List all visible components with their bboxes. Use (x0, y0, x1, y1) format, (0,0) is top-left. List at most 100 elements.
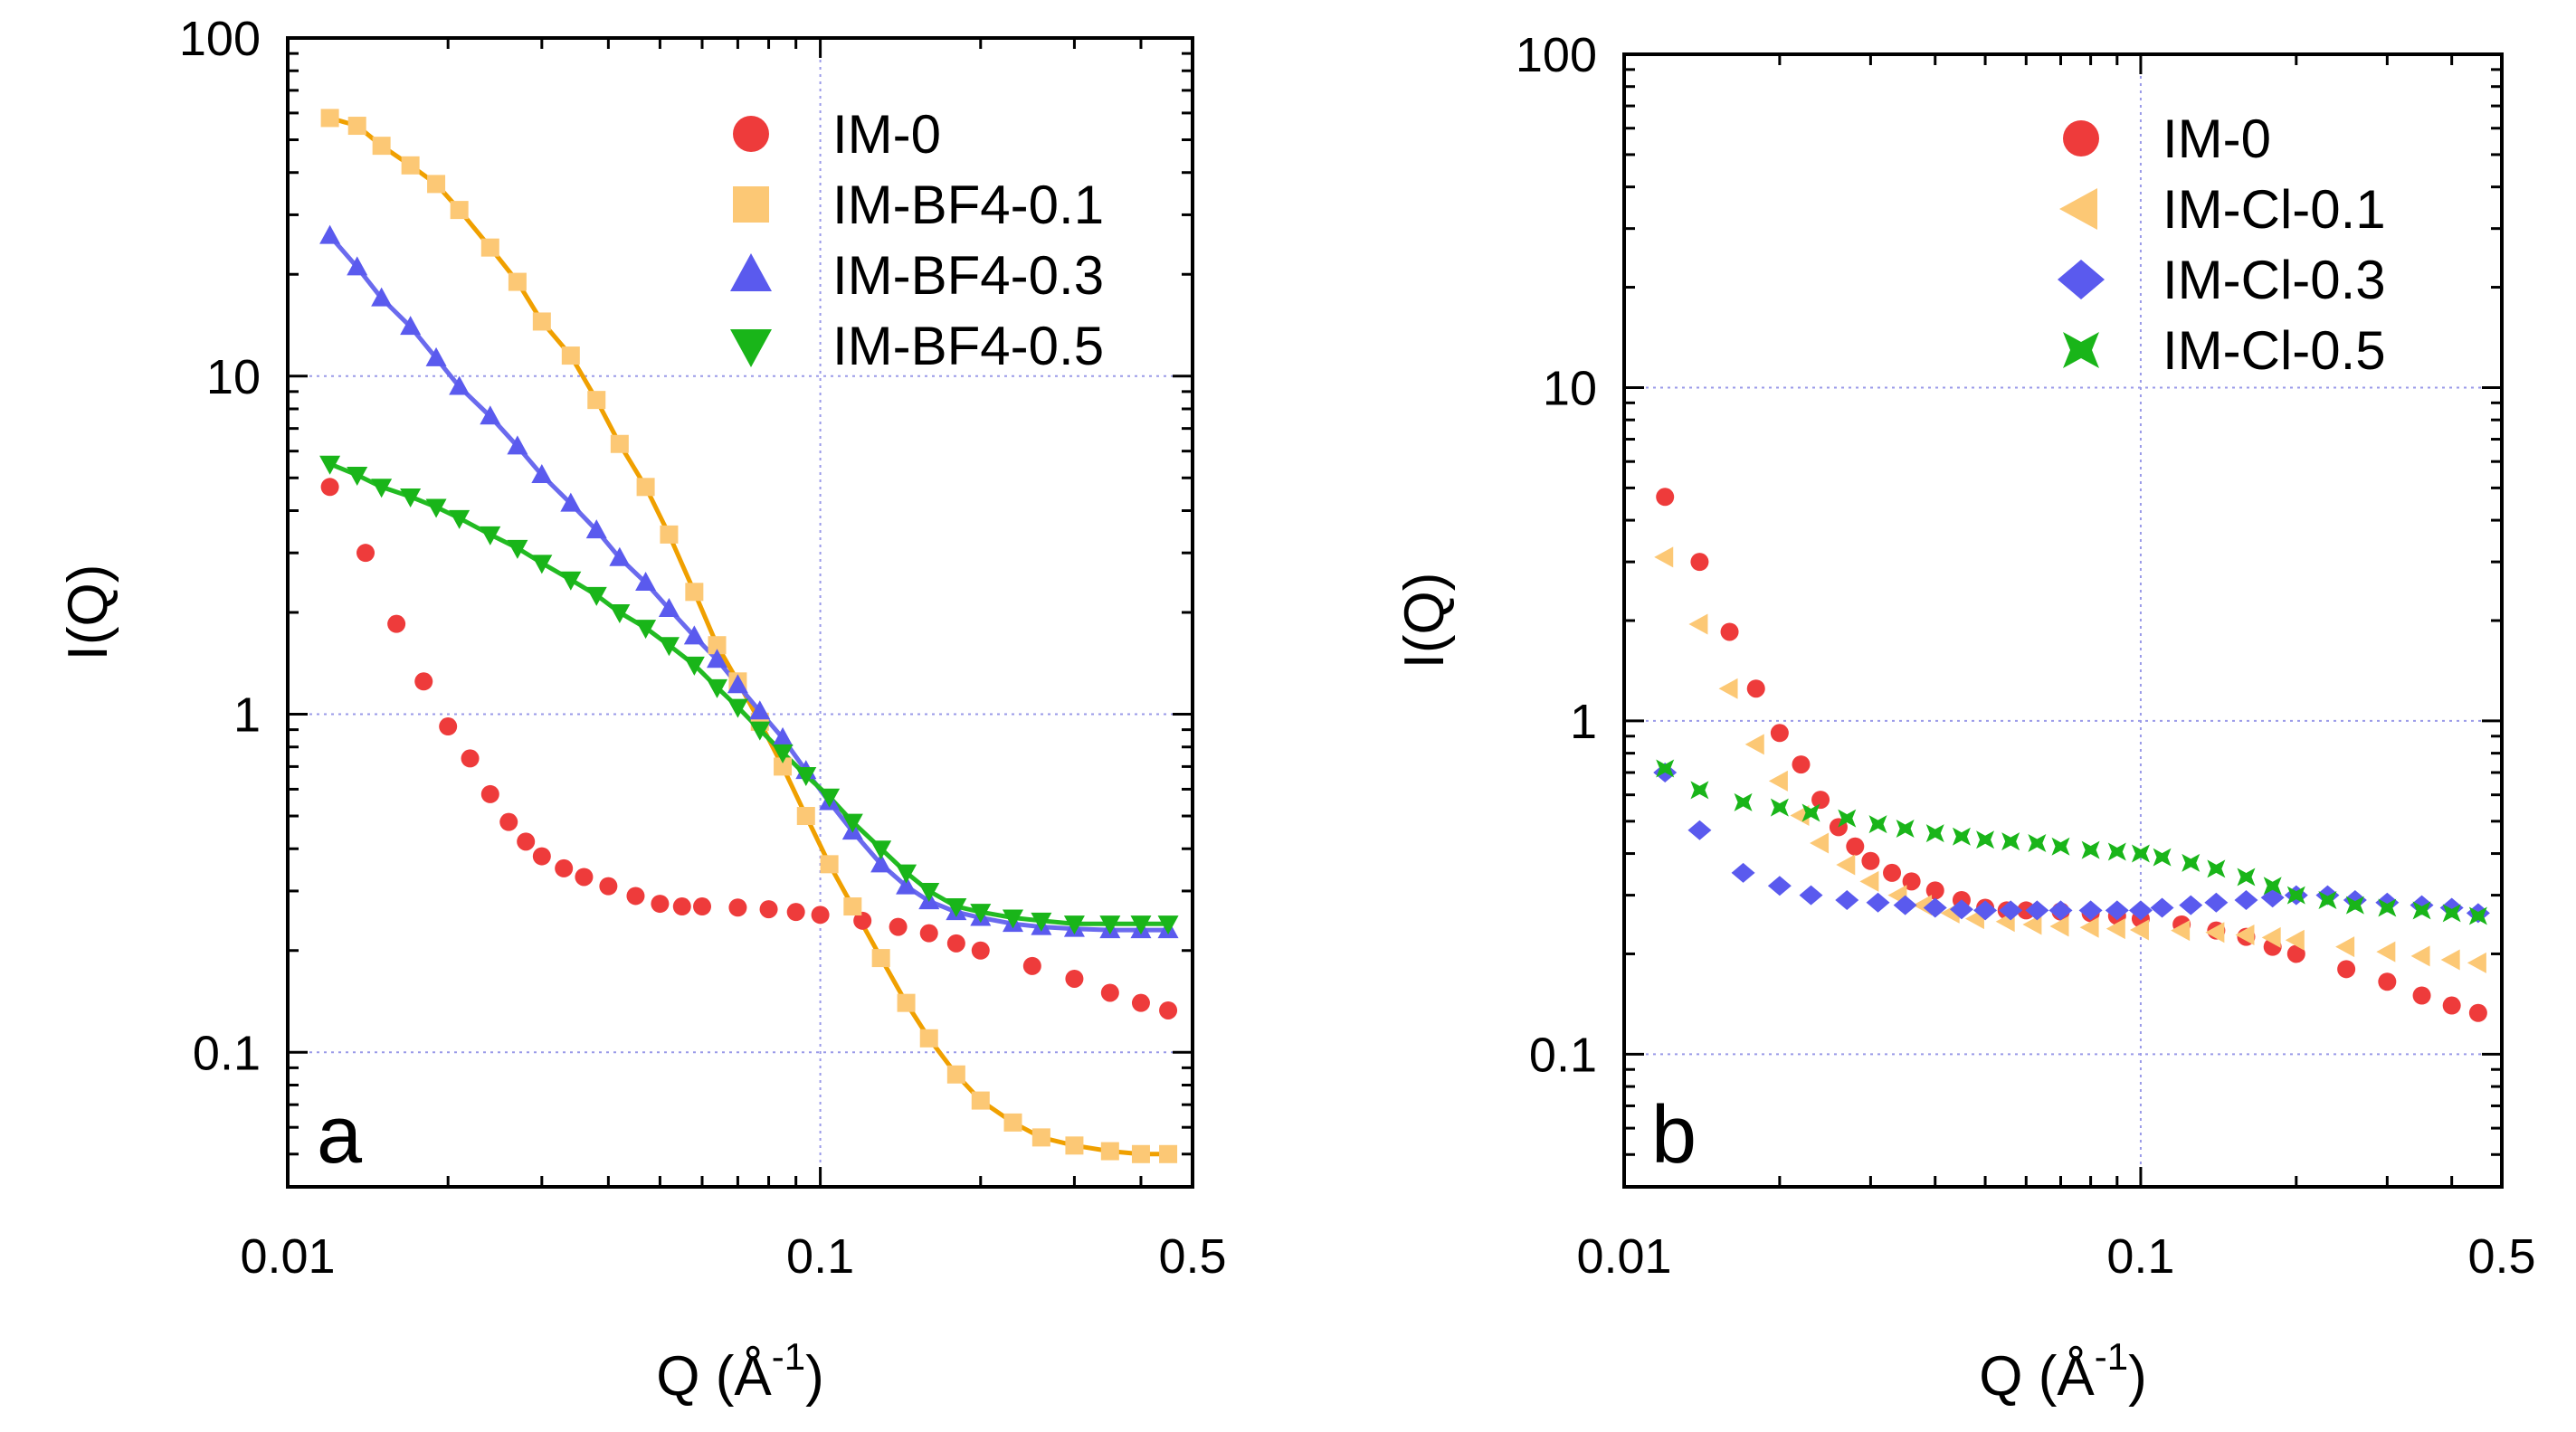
data-point (1100, 1142, 1119, 1161)
data-point (819, 788, 841, 808)
data-point (896, 864, 917, 884)
panel-letter: a (317, 1090, 363, 1181)
data-point (2261, 926, 2281, 948)
data-point (897, 993, 916, 1012)
x-axis-title: Q (Å-1) (1979, 1335, 2146, 1408)
data-point (1688, 613, 1708, 635)
data-point (636, 478, 655, 497)
data-point (635, 620, 657, 640)
data-point (2049, 915, 2069, 937)
data-point (1949, 899, 1973, 920)
data-point (2286, 944, 2305, 963)
data-point (1063, 915, 1085, 935)
data-point (919, 1029, 938, 1048)
data-point (772, 726, 794, 746)
data-point (319, 455, 341, 475)
data-point (919, 924, 938, 943)
data-point (320, 478, 339, 497)
data-point (626, 887, 645, 906)
data-point (1790, 805, 1810, 827)
data-point (2207, 859, 2226, 878)
data-point (2079, 916, 2099, 938)
data-point (2182, 853, 2201, 872)
data-point (1690, 781, 1709, 800)
data-point (1792, 755, 1811, 774)
data-point (658, 597, 680, 617)
data-point (1003, 909, 1024, 929)
data-point (707, 678, 728, 698)
data-point (1731, 862, 1755, 883)
data-point (531, 555, 553, 574)
data-point (1065, 1136, 1084, 1155)
data-point (2285, 929, 2305, 951)
data-point (371, 287, 393, 307)
data-point (561, 346, 580, 365)
data-point (1861, 851, 1880, 870)
data-point (2131, 844, 2150, 863)
data-point (660, 525, 679, 544)
data-point (1999, 900, 2023, 921)
legend-marker (2058, 260, 2105, 299)
y-axis-title: I(Q) (57, 564, 119, 661)
data-point (2105, 900, 2129, 921)
data-point (820, 855, 839, 874)
data-point (1893, 895, 1917, 915)
data-point (449, 509, 471, 529)
data-point (889, 917, 908, 936)
data-point (795, 766, 817, 786)
data-point (1690, 553, 1709, 572)
data-point (749, 721, 771, 741)
data-point (1768, 770, 1788, 792)
data-point (1656, 488, 1675, 507)
data-point (2442, 996, 2461, 1015)
x-axis-title: Q (Å-1) (656, 1335, 823, 1408)
data-point (2105, 918, 2125, 940)
data-point (2150, 897, 2174, 918)
data-point (575, 868, 594, 887)
data-point (871, 949, 890, 968)
data-point (2078, 900, 2103, 921)
data-point (450, 201, 469, 220)
data-point (610, 434, 629, 453)
data-point (2468, 1003, 2487, 1022)
data-point (2343, 890, 2367, 911)
data-point (560, 492, 582, 512)
data-point (2107, 842, 2126, 861)
data-point (1157, 915, 1179, 935)
data-point (414, 672, 433, 691)
legend: IM-0 IM-BF4-0.1 IM-BF4-0.3 IM-BF4-0.5 (730, 104, 1104, 376)
data-point (774, 757, 793, 776)
data-point (499, 812, 518, 831)
data-point (400, 488, 422, 508)
data-point (1734, 792, 1753, 811)
data-point (347, 256, 368, 276)
legend-marker (733, 116, 769, 152)
x-tick-label: 0.01 (240, 1229, 335, 1284)
data-point (2410, 895, 2434, 915)
data-point (1810, 832, 1830, 854)
legend-marker (733, 186, 769, 223)
data-point (971, 1091, 990, 1110)
data-point (2315, 885, 2340, 906)
data-point (728, 898, 747, 917)
data-point (461, 749, 480, 768)
data-point (749, 700, 771, 720)
data-point (2234, 890, 2258, 911)
data-point (2235, 924, 2255, 945)
legend-label: IM-0 (2163, 109, 2271, 169)
data-point (425, 498, 447, 518)
data-point (1835, 890, 1859, 911)
data-point (1883, 863, 1902, 882)
data-point (918, 882, 940, 902)
data-point (425, 346, 447, 366)
data-point (1866, 892, 1890, 913)
data-point (1896, 820, 1915, 839)
legend-label: IM-BF4-0.5 (832, 316, 1104, 376)
data-point (347, 467, 368, 487)
data-point (1976, 830, 1995, 849)
data-point (1159, 1144, 1178, 1163)
data-point (870, 853, 892, 873)
y-tick-label: 100 (1516, 28, 1597, 82)
data-point (693, 897, 712, 916)
data-point (796, 807, 815, 826)
